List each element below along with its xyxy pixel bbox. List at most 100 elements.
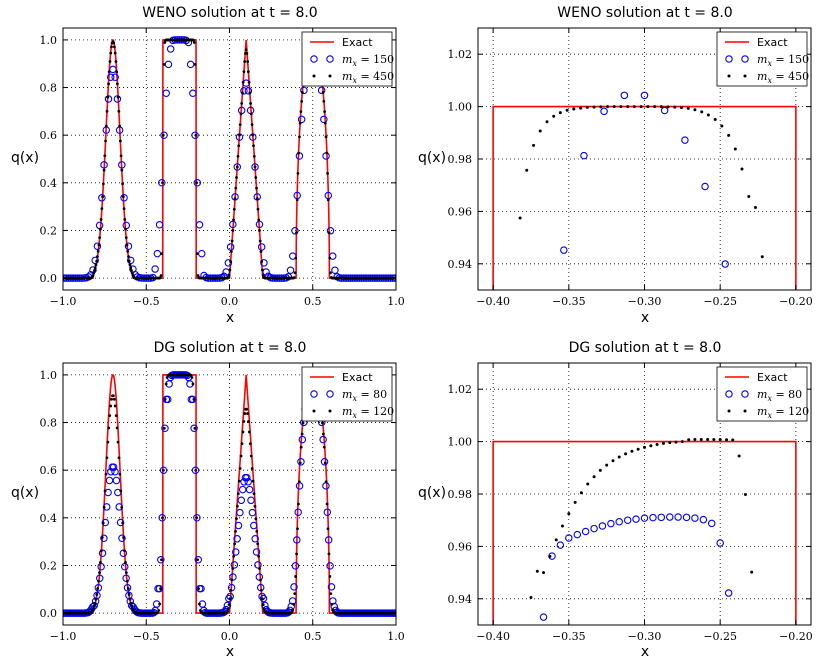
data-point-circle [195, 221, 204, 229]
data-point-dot [248, 442, 252, 446]
data-point-dot [96, 587, 100, 590]
data-point-dot [253, 165, 257, 169]
y-tick-label: 1.00 [448, 436, 473, 449]
data-point-circle [123, 584, 132, 592]
data-point-dot [727, 133, 731, 137]
data-point-circle [93, 242, 102, 250]
data-point-dot [226, 607, 230, 611]
data-point-dot [243, 412, 247, 415]
data-point-circle [660, 106, 669, 115]
data-point-dot [190, 376, 194, 379]
data-point-dot [95, 259, 99, 263]
data-point-dot [619, 105, 623, 109]
data-point-dot [297, 502, 300, 506]
data-point-dot [103, 154, 107, 158]
x-axis-label: x [641, 310, 649, 326]
data-point-dot [252, 154, 256, 158]
data-point-dot [529, 595, 533, 599]
data-point-circle [122, 221, 131, 230]
data-point-dot [113, 51, 117, 55]
data-point-dot [298, 461, 302, 465]
data-point-dot [298, 135, 301, 139]
data-point-circle [231, 193, 239, 201]
data-point-dot [130, 604, 134, 608]
data-point-circle [250, 521, 258, 530]
data-point-circle [260, 259, 268, 267]
data-point-dot [161, 468, 165, 472]
data-point-dot [93, 602, 97, 605]
legend-label-m: m [757, 388, 767, 401]
data-point-dot [229, 250, 233, 253]
legend-dot-swatch [312, 74, 316, 78]
data-point-circle [590, 524, 598, 533]
data-point-dot [92, 271, 96, 275]
data-point-dot [121, 521, 125, 525]
data-point-dot [230, 239, 234, 243]
data-point-dot [119, 154, 123, 158]
data-point-dot [120, 505, 124, 509]
legend-label: mx = 80 [342, 388, 387, 403]
data-point-circle [259, 594, 268, 603]
data-point-circle [111, 73, 119, 81]
data-point-dot [327, 552, 331, 556]
data-point-dot [96, 255, 99, 259]
data-point-circle [106, 73, 115, 81]
data-point-circle [600, 107, 608, 116]
data-point-dot [235, 504, 239, 508]
data-point-circle [317, 86, 326, 95]
data-point-circle [320, 115, 328, 124]
legend-dot-swatch [727, 409, 731, 413]
data-point-dot [626, 105, 630, 109]
data-point-circle [649, 513, 657, 522]
data-point-dot [324, 480, 328, 484]
data-point-dot [251, 479, 255, 483]
data-point-circle [160, 131, 168, 139]
data-point-circle [657, 513, 666, 522]
data-point-circle [193, 514, 201, 522]
data-point-dot [655, 442, 659, 446]
data-point-dot [98, 236, 102, 240]
legend-circle-swatch [310, 55, 318, 63]
data-point-dot [119, 489, 123, 493]
data-point-dot [97, 579, 101, 583]
data-point-dot [323, 110, 326, 114]
data-point-circle [580, 151, 588, 160]
data-point-dot [95, 593, 99, 596]
data-point-dot [256, 542, 260, 546]
data-point-circle [247, 496, 255, 505]
data-point-dot [112, 41, 116, 45]
data-point-circle [300, 86, 308, 95]
data-point-dot [296, 172, 300, 175]
data-point-circle [326, 562, 334, 570]
data-point-dot [233, 197, 237, 201]
data-point-dot [605, 463, 609, 467]
data-point-circle [252, 548, 261, 556]
data-point-dot [552, 114, 556, 118]
data-point-dot [162, 426, 166, 430]
legend-label: mx = 450 [342, 70, 394, 85]
data-point-dot [114, 414, 118, 418]
legend-label: Exact [757, 36, 788, 49]
data-point-dot [294, 256, 298, 260]
legend-label-m: m [757, 405, 767, 418]
data-point-dot [686, 106, 690, 110]
data-point-dot [330, 603, 334, 606]
data-point-dot [611, 459, 615, 463]
data-point-dot [113, 404, 117, 408]
y-tick-label: 0.0 [40, 272, 58, 285]
data-point-dot [249, 112, 253, 116]
data-point-dot [254, 517, 258, 521]
data-point-dot [227, 273, 231, 277]
data-point-dot [592, 105, 596, 109]
data-point-dot [679, 106, 683, 110]
data-point-dot [258, 567, 261, 570]
data-point-dot [324, 135, 328, 139]
data-point-dot [300, 90, 304, 94]
data-point-dot [294, 575, 298, 578]
data-point-dot [240, 102, 244, 105]
data-point-dot [297, 480, 301, 484]
data-point-dot [232, 554, 236, 558]
data-point-dot [227, 603, 231, 607]
